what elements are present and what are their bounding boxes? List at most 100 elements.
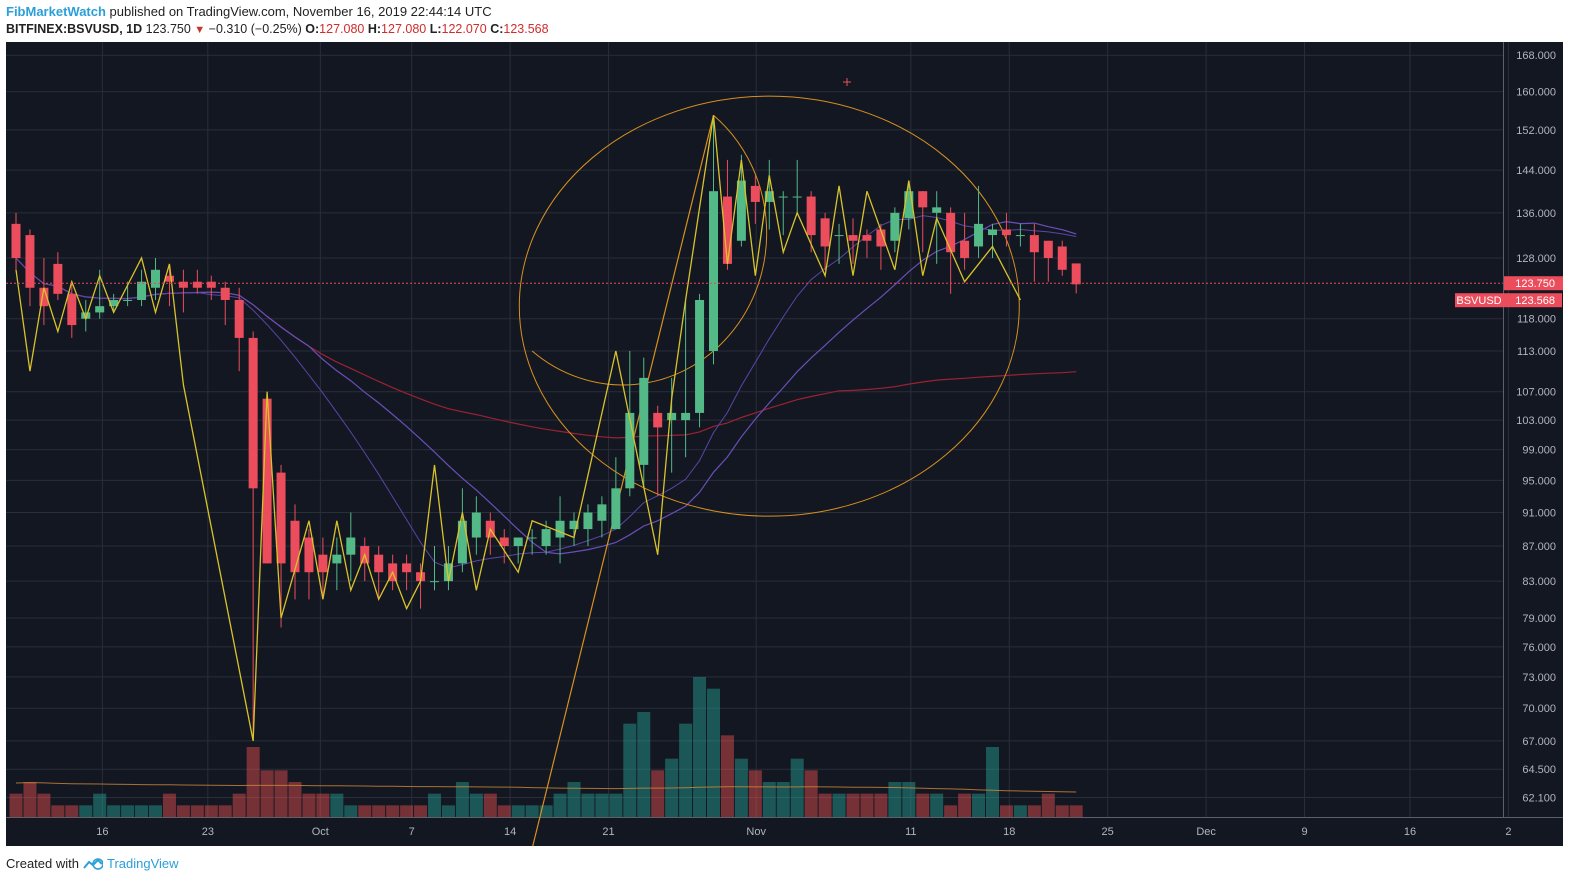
- candle-body: [639, 377, 649, 465]
- volume-bar: [860, 793, 874, 817]
- volume-bar: [428, 793, 441, 817]
- volume-bar: [316, 793, 330, 817]
- volume-bar: [762, 782, 776, 817]
- volume-bar: [902, 782, 916, 817]
- candle-body: [220, 287, 230, 300]
- candle-body: [1043, 240, 1053, 259]
- volume-bar: [288, 782, 302, 817]
- candle-body: [834, 235, 844, 237]
- volume-bar: [260, 770, 274, 817]
- price-tag-bg: [1504, 276, 1563, 291]
- x-tick-label: 2: [1505, 826, 1511, 838]
- x-tick-label: Dec: [1196, 826, 1216, 838]
- author-link[interactable]: FibMarketWatch: [6, 4, 106, 19]
- volume-bar: [1069, 805, 1083, 817]
- price-chart[interactable]: 168.000 160.000 152.000 144.000 136.000 128.0…: [6, 42, 1563, 846]
- volume-bar: [999, 805, 1013, 817]
- candle-body: [430, 581, 439, 583]
- y-tick-label: 64.500: [1522, 764, 1556, 776]
- candle-body: [262, 398, 272, 564]
- volume-bar: [386, 805, 400, 817]
- volume-bar: [567, 782, 581, 817]
- volume-bar: [916, 793, 930, 817]
- tradingview-logo-icon: [83, 857, 103, 870]
- candle-body: [918, 191, 928, 208]
- candle-body: [974, 223, 984, 247]
- y-tick-label: 62.100: [1522, 793, 1556, 805]
- candle-body: [164, 275, 174, 282]
- x-tick-label: 21: [602, 826, 614, 838]
- volume-bar: [469, 793, 483, 817]
- fib-anchor-line: [532, 115, 715, 846]
- last-price: 123.750: [145, 22, 191, 36]
- plot-area: [6, 42, 1503, 817]
- volume-bar: [525, 805, 539, 817]
- x-tick-label: 18: [1003, 826, 1015, 838]
- y-tick-label: 118.000: [1517, 314, 1556, 326]
- candle-body: [457, 520, 467, 564]
- volume-bar: [1041, 793, 1055, 817]
- price-tag-close: 123.568: [1515, 295, 1555, 307]
- volume-bar: [441, 805, 455, 817]
- candle-body: [583, 512, 593, 530]
- y-tick-label: 136.000: [1516, 208, 1556, 220]
- volume-bar: [972, 793, 986, 817]
- volume-bar: [637, 712, 651, 817]
- candle-body: [443, 563, 453, 582]
- volume-bar: [1013, 805, 1027, 817]
- y-tick-label: 95.000: [1522, 475, 1556, 487]
- volume-bar: [218, 805, 232, 817]
- volume-bar: [804, 770, 818, 817]
- volume-bar: [776, 782, 790, 817]
- volume-bar: [51, 805, 65, 817]
- y-tick-label: 107.000: [1516, 387, 1556, 399]
- volume-bar: [693, 677, 707, 817]
- volume-bar: [832, 793, 846, 817]
- y-tick-label: 87.000: [1522, 541, 1556, 553]
- open-value: 127.080: [319, 22, 365, 36]
- chart-container[interactable]: 168.000 160.000 152.000 144.000 136.000 128.0…: [6, 42, 1563, 846]
- candle-body: [848, 235, 858, 241]
- candle-body: [178, 281, 188, 288]
- candle-body: [960, 240, 970, 259]
- volume-bar: [204, 805, 218, 817]
- candle-body: [695, 299, 705, 413]
- volume-bar: [358, 805, 372, 817]
- candle-body: [681, 412, 691, 421]
- candle-body: [318, 554, 328, 573]
- candle-body: [151, 269, 160, 288]
- volume-bar: [400, 805, 414, 817]
- volume-bar: [9, 793, 23, 817]
- candle-body: [1001, 229, 1011, 236]
- candle-body: [1057, 246, 1067, 270]
- candle-body: [137, 281, 147, 300]
- volume-bar: [1055, 805, 1069, 817]
- candle-body: [304, 537, 314, 573]
- volume-bar: [609, 793, 623, 817]
- volume-ma-line: [15, 782, 1077, 793]
- candle-body: [709, 191, 718, 352]
- volume-bar: [539, 805, 553, 817]
- volume-bar: [135, 805, 149, 817]
- candle-body: [988, 229, 997, 236]
- volume-bar: [679, 723, 693, 817]
- candle-body: [206, 281, 216, 288]
- candle-body: [109, 299, 119, 307]
- high-value: 127.080: [381, 22, 427, 36]
- y-tick-label: 73.000: [1522, 672, 1556, 684]
- volume-bar: [497, 805, 511, 817]
- volume-bar: [330, 793, 344, 817]
- candle-body: [374, 554, 384, 573]
- candle-body: [513, 537, 523, 547]
- x-tick-label: 7: [409, 826, 415, 838]
- open-label: O:: [305, 22, 320, 36]
- candle-body: [1029, 235, 1039, 253]
- candle-body: [736, 180, 746, 241]
- candle-body: [625, 412, 635, 489]
- fib-spiral-inner: [531, 114, 768, 386]
- candle-body: [499, 537, 509, 547]
- y-tick-label: 67.000: [1522, 736, 1556, 748]
- candle-body: [876, 229, 886, 247]
- candle-body: [820, 218, 830, 247]
- tradingview-link[interactable]: TradingView: [106, 856, 179, 871]
